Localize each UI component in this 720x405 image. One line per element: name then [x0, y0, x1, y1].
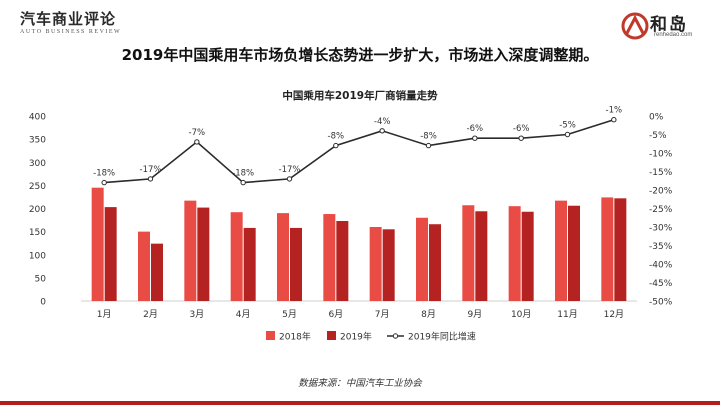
y-right-tick-label: -30% [649, 224, 673, 234]
growth-point [101, 179, 107, 186]
publisher-logo: 汽车商业评论 AUTO BUSINESS REVIEW [20, 8, 140, 35]
y-left-tick-label: 50 [35, 274, 47, 284]
growth-data-label: -4% [374, 117, 391, 127]
bar-2019 [151, 243, 163, 301]
growth-data-label: -18% [232, 169, 254, 179]
bar-2018 [462, 205, 475, 301]
growth-data-label: -5% [559, 121, 576, 131]
bar-2018 [91, 187, 104, 301]
y-left-tick-label: 0 [40, 298, 46, 308]
y-left-tick-label: 250 [29, 182, 46, 192]
brand-logo: 和岛 renhedao.com [620, 8, 700, 44]
bar-2018 [416, 217, 428, 301]
y-left-tick-label: 200 [29, 205, 46, 215]
growth-data-label: -6% [467, 124, 484, 134]
growth-point [379, 128, 385, 134]
x-tick-label: 10月 [511, 309, 531, 320]
growth-data-label: -17% [140, 165, 162, 175]
bar-2018 [369, 227, 382, 301]
growth-data-label: -17% [279, 165, 301, 175]
growth-data-label: -6% [513, 124, 530, 134]
legend-label-2018: 2018年 [279, 331, 311, 343]
x-tick-label: 12月 [604, 309, 624, 320]
y-right-tick-label: -45% [649, 279, 673, 289]
brand-url: renhedao.com [654, 32, 693, 38]
x-tick-label: 7月 [375, 309, 390, 320]
growth-point [472, 135, 478, 141]
bar-2018 [601, 197, 614, 301]
legend-label-2019: 2019年 [340, 331, 372, 343]
publisher-name: 汽车商业评论 [20, 10, 117, 28]
growth-point [194, 139, 200, 145]
headline: 2019年中国乘用车市场负增长态势进一步扩大，市场进入深度调整期。 [121, 46, 599, 64]
growth-data-label: -8% [420, 132, 437, 142]
x-tick-label: 4月 [236, 309, 251, 320]
growth-data-label: -18% [93, 169, 115, 179]
y-left-tick-label: 350 [29, 136, 46, 146]
bar-2019 [290, 227, 302, 301]
bar-2019 [336, 220, 349, 301]
bar-2019 [475, 211, 488, 301]
bar-2019 [197, 207, 210, 301]
data-source: 数据来源：中国汽车工业协会 [298, 378, 422, 389]
y-right-tick-label: -10% [649, 150, 673, 160]
bar-2019 [614, 198, 627, 301]
y-right-tick-label: -25% [649, 205, 673, 215]
growth-point [564, 131, 571, 138]
growth-line [104, 118, 615, 184]
y-left-tick-label: 100 [29, 251, 46, 261]
x-tick-label: 9月 [467, 309, 482, 320]
publisher-subtitle: AUTO BUSINESS REVIEW [20, 29, 122, 35]
bar-2019 [104, 207, 117, 301]
bar-2018 [138, 231, 150, 301]
y-right-tick-label: 0% [649, 113, 664, 123]
x-tick-label: 1月 [97, 309, 112, 320]
y-left-tick-label: 400 [29, 113, 46, 123]
x-tick-label: 3月 [189, 309, 204, 320]
y-left-tick-label: 300 [29, 159, 46, 169]
chart-title: 中国乘用车2019年厂商销量走势 [282, 89, 438, 102]
legend-label-growth: 2019年同比增速 [408, 331, 476, 343]
legend-swatch-2019 [327, 331, 336, 340]
sales-chart: 中国乘用车2019年厂商销量走势 0 50 100 150 200 250 300 350 400… [29, 89, 673, 343]
y-right-tick-label: -5% [649, 131, 667, 141]
bar-2018 [508, 206, 521, 301]
bar-2019 [568, 205, 580, 301]
bar-2018 [555, 200, 567, 301]
legend-swatch-2018 [266, 331, 275, 340]
growth-point [518, 135, 524, 141]
growth-data-label: -7% [189, 128, 206, 138]
bar-2018 [277, 213, 289, 301]
y-left-tick-label: 150 [29, 228, 46, 238]
bar-2018 [230, 212, 243, 301]
x-tick-label: 5月 [282, 309, 297, 320]
bar-2018 [323, 214, 336, 301]
growth-data-label: -8% [328, 132, 345, 142]
bar-2019 [521, 211, 534, 301]
growth-data-label: -1% [606, 106, 623, 116]
bar-2018 [184, 200, 197, 301]
bar-2019 [243, 227, 256, 301]
bar-2019 [429, 224, 441, 301]
x-tick-label: 8月 [421, 309, 436, 320]
x-tick-label: 2月 [143, 309, 158, 320]
brand-name: 和岛 [650, 15, 688, 35]
y-right-tick-label: -35% [649, 242, 673, 252]
growth-point [333, 142, 339, 149]
y-right-tick-label: -15% [649, 168, 673, 178]
y-right-tick-label: -40% [649, 261, 673, 271]
growth-point [147, 176, 154, 182]
growth-point [425, 142, 432, 149]
brand-mark-icon [621, 12, 649, 40]
bar-2019 [382, 229, 395, 301]
footer-bar [0, 401, 720, 405]
growth-point [286, 176, 293, 182]
legend-line-marker [392, 333, 399, 339]
x-tick-label: 6月 [328, 309, 343, 320]
growth-point [240, 179, 246, 186]
growth-point [611, 117, 617, 123]
y-right-tick-label: -20% [649, 187, 673, 197]
x-tick-label: 11月 [557, 309, 577, 320]
y-right-tick-label: -50% [649, 298, 673, 308]
